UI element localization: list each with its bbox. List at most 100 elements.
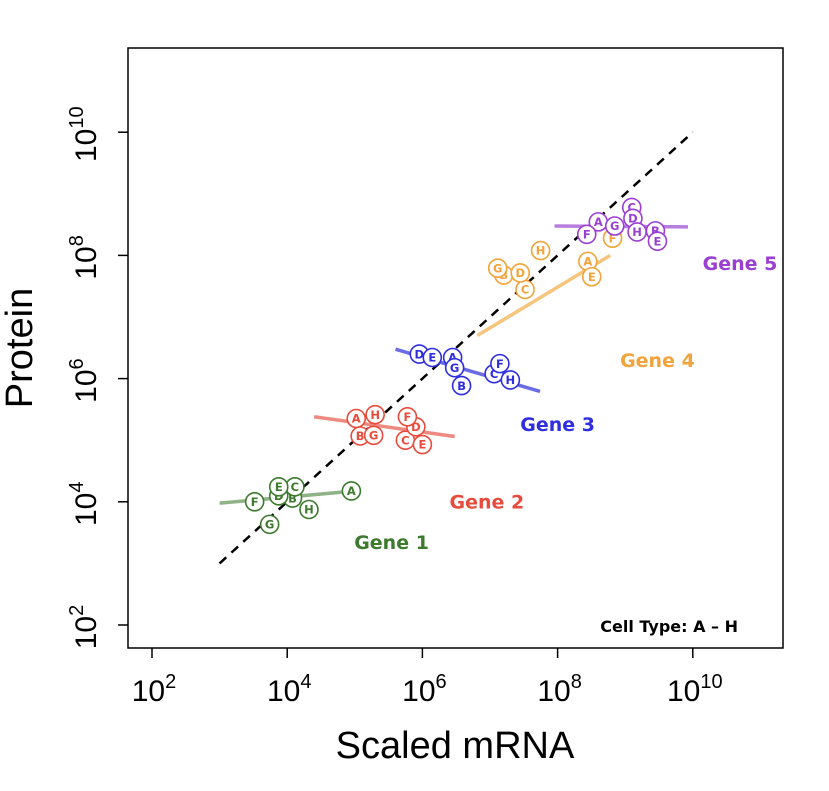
point-label: C	[628, 201, 636, 215]
y-axis: 102 104 106 108 1010	[66, 106, 128, 649]
point-label: F	[403, 410, 411, 424]
point-label: A	[347, 484, 356, 498]
series-label: Gene 2	[450, 491, 525, 513]
point-marker	[365, 404, 385, 425]
point-marker	[576, 224, 597, 245]
point-label: G	[493, 261, 502, 275]
point-label: D	[415, 347, 425, 361]
data-point: G	[487, 258, 508, 278]
point-label: D	[628, 212, 638, 226]
point-label: H	[506, 373, 516, 387]
point-label: B	[651, 224, 660, 238]
point-marker	[244, 491, 265, 512]
x-tick-label: 104	[267, 671, 312, 708]
data-points: ABCDEFGHABCDEFGHABCDEFGHABCDEFGHABCDEFGH	[244, 197, 668, 535]
plot-frame	[127, 47, 784, 649]
data-point: G	[604, 216, 625, 236]
y-axis-label: Protein	[0, 288, 41, 408]
point-marker	[412, 434, 433, 455]
point-marker	[268, 477, 289, 497]
data-point: E	[581, 266, 602, 287]
x-axis: 102 104 106 108 1010	[132, 648, 723, 708]
x-tick-label: 1010	[667, 671, 723, 708]
point-marker	[647, 231, 668, 252]
point-marker	[530, 240, 551, 261]
data-point: H	[500, 370, 521, 390]
data-point: F	[244, 491, 265, 512]
data-point: A	[346, 408, 367, 429]
x-axis-label: Scaled mRNA	[336, 725, 575, 767]
point-label: H	[304, 503, 314, 517]
series-label: Gene 1	[354, 532, 429, 554]
series-label: Gene 4	[620, 350, 695, 372]
point-label: E	[654, 234, 662, 248]
point-label: B	[288, 491, 297, 505]
data-point: D	[510, 263, 531, 283]
point-label: G	[369, 429, 378, 443]
data-point: H	[530, 240, 551, 261]
data-point: H	[299, 499, 319, 520]
series-label: Gene 5	[703, 253, 778, 275]
data-point: H	[627, 222, 647, 242]
data-point: E	[412, 434, 433, 455]
point-label: C	[291, 480, 299, 494]
y-tick-label: 104	[66, 482, 103, 527]
point-marker	[581, 266, 602, 287]
point-label: H	[632, 225, 642, 239]
point-marker	[299, 499, 319, 520]
point-marker	[510, 263, 531, 283]
data-point: E	[647, 231, 668, 252]
data-point: C	[515, 279, 535, 300]
data-point: F	[490, 353, 510, 374]
point-marker	[341, 481, 362, 501]
y-tick-label: 108	[66, 235, 103, 280]
point-marker	[422, 347, 443, 368]
point-label: A	[594, 215, 603, 229]
data-point: G	[259, 514, 280, 535]
gene-labels: Gene 1 Gene 2 Gene 3 Gene 4 Gene 5	[354, 253, 777, 554]
data-point: A	[341, 481, 362, 501]
point-label: F	[251, 495, 259, 509]
point-label: A	[448, 351, 457, 365]
point-label: H	[536, 244, 546, 258]
data-point: H	[365, 404, 385, 425]
point-label: C	[490, 367, 498, 381]
data-point: A	[578, 251, 598, 272]
point-label: D	[411, 420, 421, 434]
data-point: F	[576, 224, 597, 245]
y-tick-label: 102	[66, 605, 103, 650]
point-label: A	[583, 255, 592, 269]
data-point: F	[397, 406, 418, 427]
point-label: C	[401, 433, 409, 447]
point-label: E	[588, 270, 596, 284]
point-label: G	[265, 518, 274, 532]
point-label: F	[583, 228, 591, 242]
data-point: G	[363, 425, 384, 446]
x-tick-label: 102	[132, 671, 177, 708]
point-marker	[500, 370, 521, 390]
point-label: B	[356, 429, 365, 443]
point-label: A	[352, 412, 361, 426]
point-marker	[604, 216, 625, 236]
x-tick-label: 106	[402, 671, 447, 708]
point-label: G	[450, 361, 459, 375]
point-label: G	[610, 219, 619, 233]
y-tick-label: 106	[66, 358, 103, 403]
fit-line	[313, 415, 455, 439]
x-tick-label: 108	[537, 671, 582, 708]
cell-type-annotation: Cell Type: A – H	[600, 617, 738, 636]
point-label: E	[428, 351, 436, 365]
point-marker	[487, 258, 508, 278]
y-tick-label: 1010	[66, 106, 103, 162]
point-label: D	[515, 266, 525, 280]
series-label: Gene 3	[520, 414, 595, 436]
point-marker	[363, 425, 384, 446]
point-marker	[490, 353, 510, 374]
point-marker	[627, 222, 647, 242]
point-label: E	[418, 438, 426, 452]
point-label: H	[370, 408, 380, 422]
data-point: E	[268, 477, 289, 497]
point-label: F	[496, 357, 504, 371]
point-label: C	[521, 283, 529, 297]
